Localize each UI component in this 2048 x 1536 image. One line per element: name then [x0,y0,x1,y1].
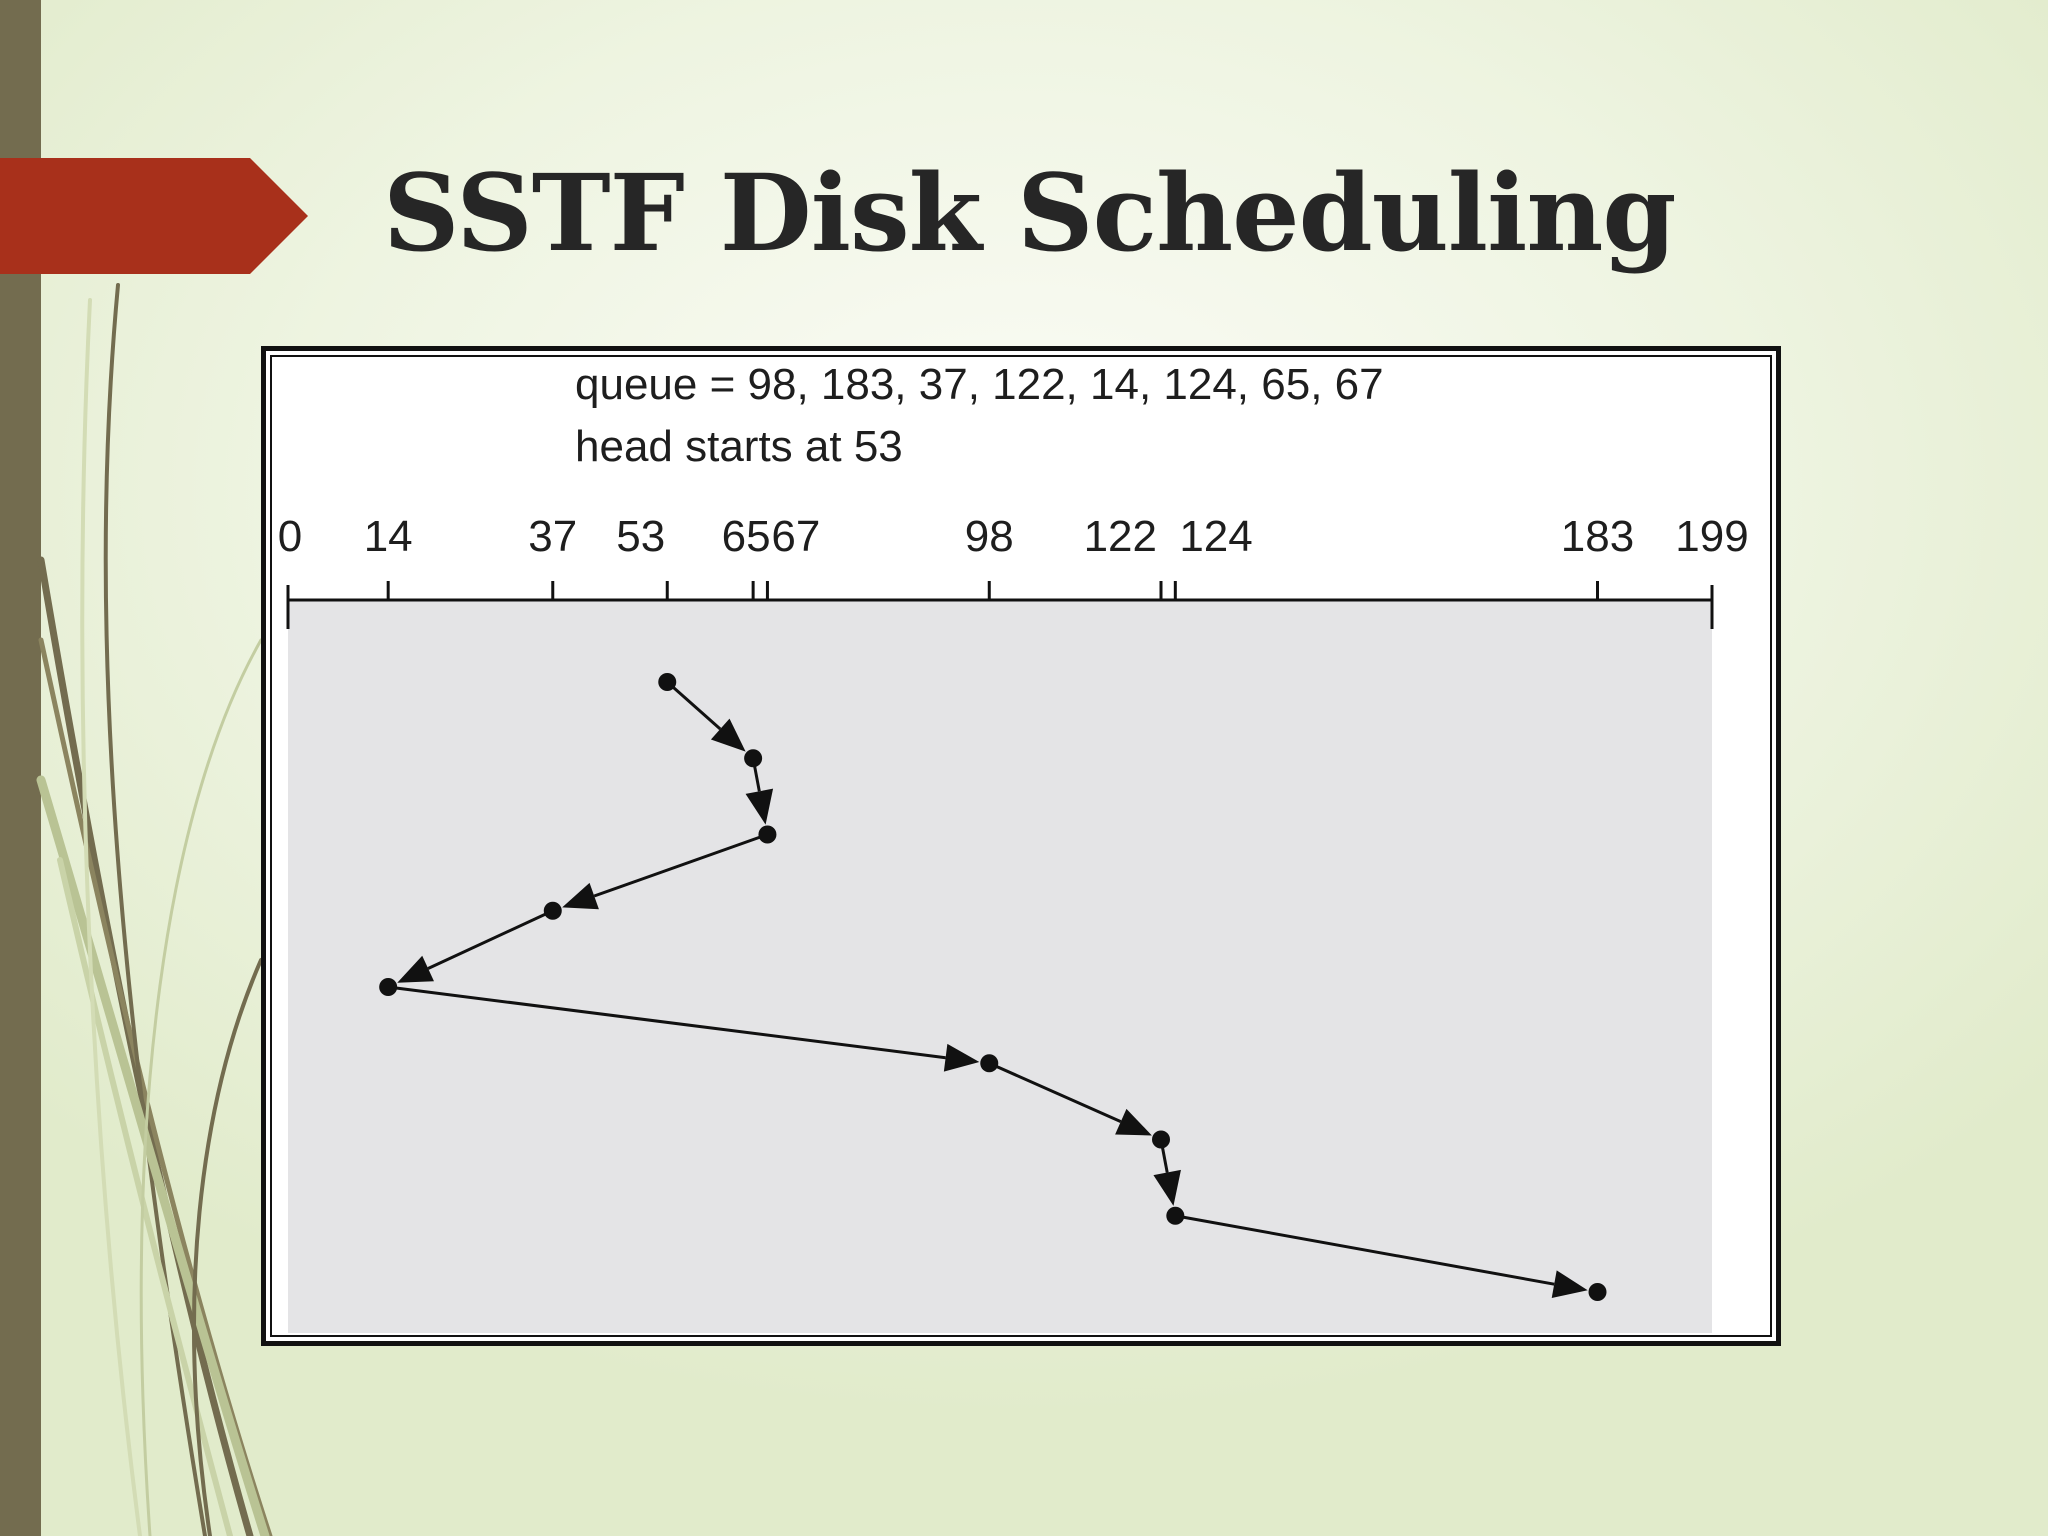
slide-title: SSTF Disk Scheduling [383,150,1677,275]
plot-area [288,601,1712,1333]
request-point [1166,1206,1185,1225]
axis-tick-label: 14 [364,512,413,561]
seek-segment [988,1061,1122,1124]
axis-tick-label: 0 [278,512,302,561]
title-arrow-shape [0,158,308,274]
request-point [543,901,562,920]
axis-tick-label: 183 [1561,512,1634,561]
seek-segment [593,833,768,898]
request-point [1588,1283,1607,1301]
seek-arrowhead [397,955,434,983]
seek-arrowhead [1115,1108,1152,1136]
seek-segment [1175,1214,1555,1286]
axis-tick-label: 53 [616,512,665,561]
request-point [1152,1130,1171,1149]
diagram-inner-border: queue = 98, 183, 37, 122, 14, 124, 65, 6… [270,355,1772,1337]
diagram-frame: queue = 98, 183, 37, 122, 14, 124, 65, 6… [261,346,1781,1346]
axis-tick-label: 67 [771,512,820,561]
axis-tick-label: 122 [1084,512,1157,561]
request-point [758,825,777,844]
axis-tick-label: 199 [1675,512,1748,561]
seek-arrowhead [562,882,599,910]
seek-arrowhead [1153,1169,1181,1206]
decorative-curves [36,283,273,1536]
axis-tick-label: 65 [722,512,771,561]
seek-arrowhead [1551,1270,1588,1298]
head-start-caption: head starts at 53 [575,422,903,471]
seek-segment [427,909,554,970]
seek-arrowhead [745,788,774,825]
sstf-diagram: queue = 98, 183, 37, 122, 14, 124, 65, 6… [278,360,1749,1333]
axis-tick-label: 124 [1179,512,1252,561]
request-point [980,1054,999,1073]
request-point [658,673,677,691]
seek-segment [666,680,722,731]
seek-segment [387,985,946,1060]
seek-arrowhead [943,1043,980,1072]
request-point [744,749,763,768]
axis-tick-label: 37 [528,512,577,561]
seek-arrowhead [710,718,746,752]
queue-caption: queue = 98, 183, 37, 122, 14, 124, 65, 6… [575,360,1384,409]
axis-tick-label: 98 [965,512,1014,561]
request-point [379,978,398,996]
